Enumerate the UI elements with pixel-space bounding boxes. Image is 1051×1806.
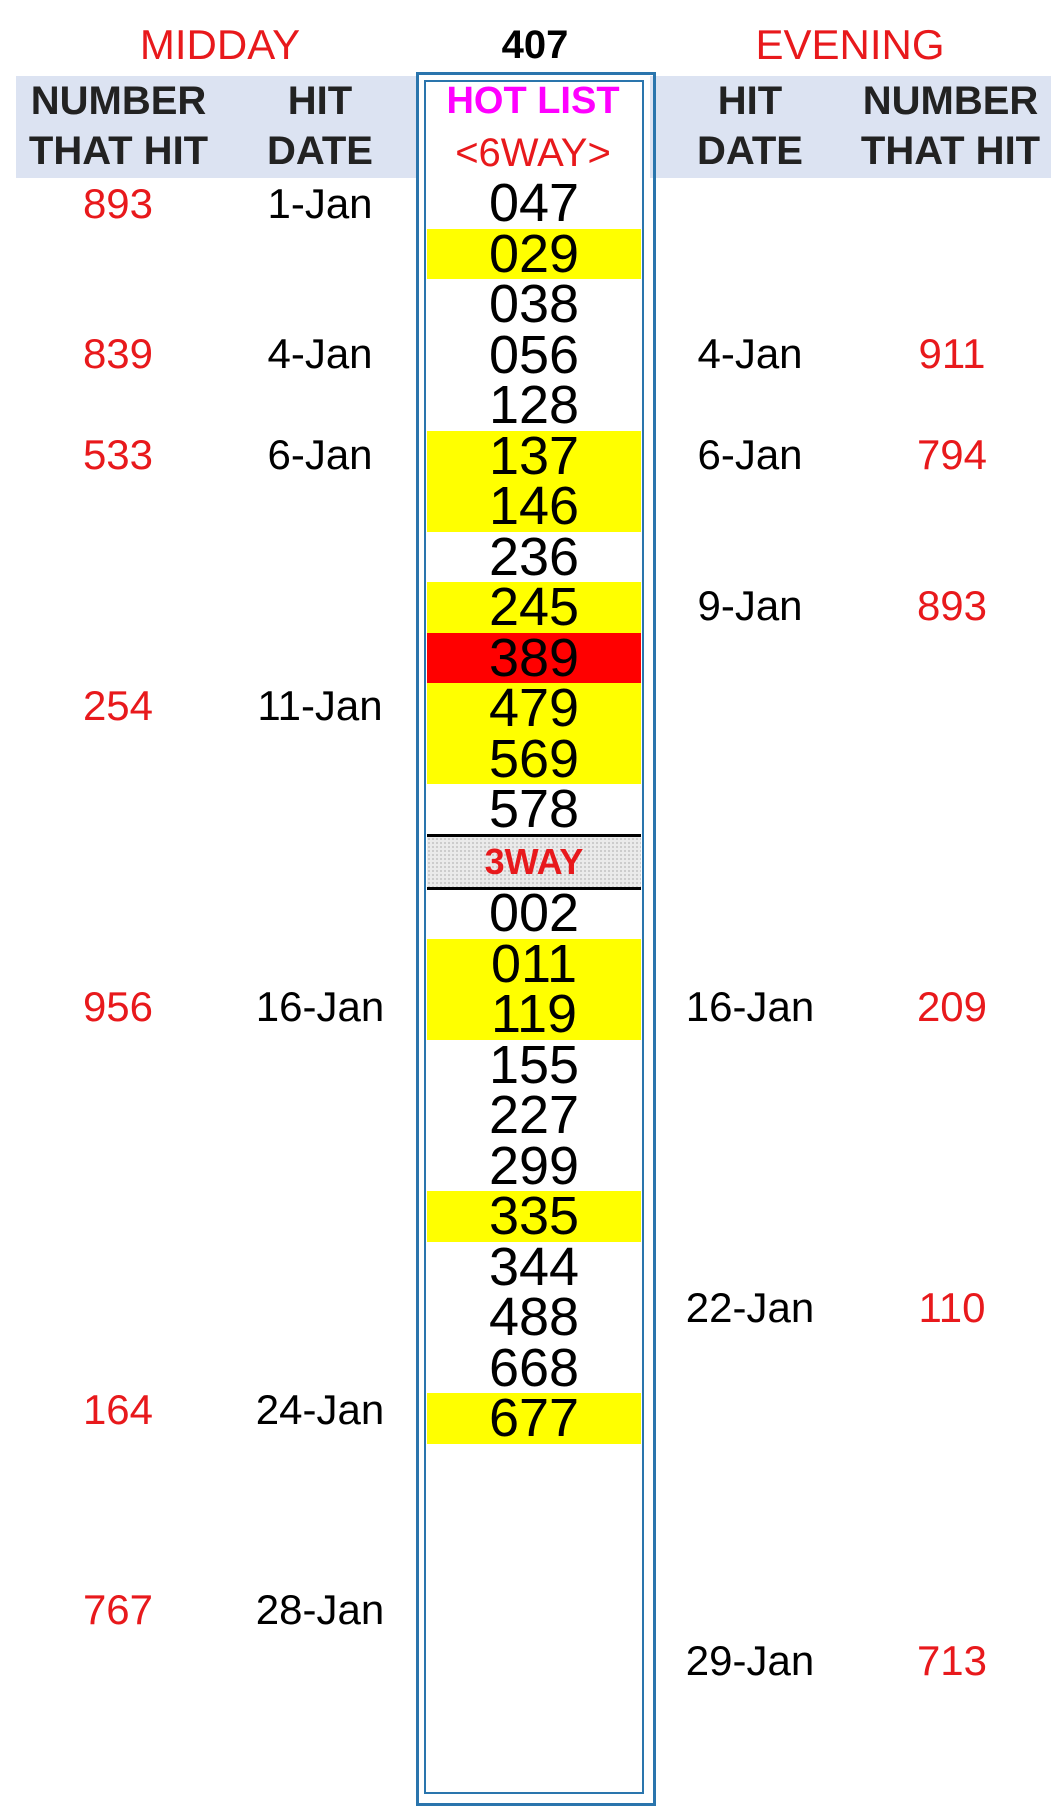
hit-date: 16-Jan [685,983,815,1030]
hot-list-number: 146 [427,479,641,533]
hit-date: 28-Jan [255,1586,385,1633]
midday-col-date-header: HIT DATE [267,79,373,173]
hit-number: 956 [82,983,154,1030]
hot-list-number: 479 [427,681,641,735]
hit-date: 11-Jan [257,682,383,729]
hit-date: 1-Jan [267,180,373,227]
hot-list-number: 245 [427,580,641,634]
hot-list-number: 488 [488,1287,580,1347]
evening-header-band [650,76,1051,178]
hot-list-3way: 002 011 119 155 227 299 335 344 488 668 677 [427,883,641,1445]
hit-number: 533 [82,431,154,478]
hot-list-number: 128 [488,375,580,435]
hot-list-number: 119 [427,987,641,1041]
hit-date: 4-Jan [267,330,373,377]
hot-list-6way: 047 029 038 056 128 137 146 236 245 389 479 569 578 [427,173,641,839]
hot-list-number: 389 [427,631,641,684]
hot-list-number: 011 [427,937,641,990]
three-way-label: 3WAY [427,834,641,890]
hot-list-title: HOT LIST [446,80,620,122]
hit-number: 254 [82,682,154,729]
hit-date: 4-Jan [697,330,803,377]
hot-list-number: 668 [488,1337,580,1398]
hot-list-inner-frame [424,80,644,1794]
hot-list-number: 038 [488,274,580,334]
midday-col-number-header: NUMBER THAT HIT [28,79,209,173]
hit-date: 6-Jan [267,431,373,478]
hit-number: 164 [82,1386,154,1433]
hit-number: 893 [82,180,154,227]
hot-list-number: 155 [488,1034,580,1095]
evening-col-date-header: HIT DATE [697,79,803,173]
midday-header-band [16,76,416,178]
evening-title: EVENING [755,21,945,68]
hot-list-number: 227 [488,1085,580,1145]
hit-date: 29-Jan [685,1637,815,1684]
hit-number: 209 [916,983,988,1030]
hot-list-number: 029 [427,227,641,280]
hot-list-number: 335 [427,1189,641,1243]
hot-list-number: 344 [488,1236,580,1297]
hit-number: 911 [918,330,986,377]
hot-list-number: 569 [427,732,641,785]
six-way-label: <6WAY> [455,131,611,175]
hit-number: 767 [82,1586,154,1633]
hot-list-number: 047 [488,173,580,233]
hit-number: 110 [918,1284,986,1331]
hot-list-number: 299 [488,1135,580,1196]
hit-date: 24-Jan [255,1386,385,1433]
hit-date: 22-Jan [685,1284,815,1331]
total-count: 407 [501,23,569,67]
hot-list-number: 056 [488,324,580,385]
hit-date: 9-Jan [697,582,803,629]
hot-list-frame [416,72,656,1806]
hot-list-number: 236 [488,526,580,587]
hit-number: 713 [916,1637,988,1684]
hot-list-number: 677 [427,1391,641,1445]
evening-col-number-header: NUMBER THAT HIT [860,79,1041,173]
midday-title: MIDDAY [139,21,301,68]
hot-list-number: 137 [427,429,641,482]
hit-number: 893 [916,582,988,629]
hit-number: 794 [916,431,988,478]
hit-date: 6-Jan [697,431,803,478]
hot-list-number: 578 [488,779,580,839]
hit-number: 839 [82,330,154,377]
hot-list-number: 002 [488,883,580,943]
hit-date: 16-Jan [255,983,385,1030]
